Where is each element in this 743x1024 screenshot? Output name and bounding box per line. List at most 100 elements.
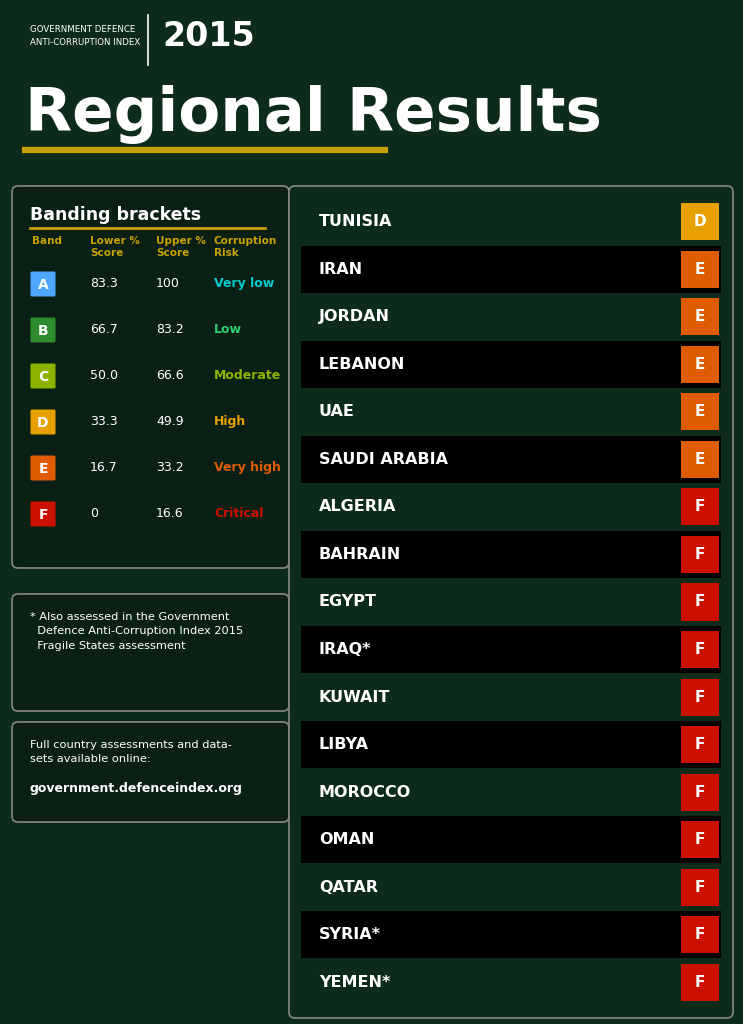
Bar	[301, 341, 721, 388]
Text: B: B	[38, 324, 48, 338]
Text: EGYPT: EGYPT	[319, 595, 377, 609]
Bar	[301, 246, 721, 293]
Text: 66.6: 66.6	[156, 369, 184, 382]
Bar	[681, 631, 719, 668]
Text: E: E	[38, 462, 48, 476]
Text: F: F	[695, 500, 705, 514]
Text: D: D	[37, 416, 49, 430]
Bar	[681, 488, 719, 525]
Text: F: F	[695, 880, 705, 895]
Text: 100: 100	[156, 278, 180, 290]
Text: ANTI-CORRUPTION INDEX: ANTI-CORRUPTION INDEX	[30, 38, 140, 47]
Text: F: F	[695, 784, 705, 800]
Bar	[301, 721, 721, 768]
Text: D: D	[694, 214, 707, 229]
Bar	[301, 435, 721, 483]
FancyBboxPatch shape	[30, 317, 56, 342]
Bar	[301, 911, 721, 958]
Text: 49.9: 49.9	[156, 415, 184, 428]
Bar	[681, 916, 719, 953]
FancyBboxPatch shape	[30, 456, 56, 480]
Text: 66.7: 66.7	[90, 323, 117, 336]
Bar	[301, 293, 721, 341]
Text: YEMEN*: YEMEN*	[319, 975, 390, 990]
Text: F: F	[38, 508, 48, 522]
FancyBboxPatch shape	[30, 502, 56, 526]
Bar	[301, 483, 721, 530]
Text: E: E	[695, 404, 705, 420]
Text: UAE: UAE	[319, 404, 355, 420]
FancyBboxPatch shape	[30, 410, 56, 434]
Text: Critical: Critical	[214, 507, 263, 520]
Text: 83.3: 83.3	[90, 278, 117, 290]
Bar	[301, 958, 721, 1006]
Text: KUWAIT: KUWAIT	[319, 689, 390, 705]
Bar	[681, 441, 719, 478]
Text: Band: Band	[32, 236, 62, 246]
Text: Very low: Very low	[214, 278, 274, 290]
Bar	[681, 584, 719, 621]
Bar	[301, 579, 721, 626]
Text: government.defenceindex.org: government.defenceindex.org	[30, 782, 243, 795]
Bar	[301, 198, 721, 246]
Bar	[681, 679, 719, 716]
Bar	[681, 773, 719, 811]
Text: IRAN: IRAN	[319, 262, 363, 276]
Bar	[301, 863, 721, 911]
Text: 50.0: 50.0	[90, 369, 118, 382]
FancyBboxPatch shape	[30, 364, 56, 388]
Text: BAHRAIN: BAHRAIN	[319, 547, 401, 562]
Text: F: F	[695, 737, 705, 752]
Text: GOVERNMENT DEFENCE: GOVERNMENT DEFENCE	[30, 25, 135, 34]
Text: Moderate: Moderate	[214, 369, 282, 382]
Text: 0: 0	[90, 507, 98, 520]
Text: SAUDI ARABIA: SAUDI ARABIA	[319, 452, 448, 467]
Bar	[681, 298, 719, 335]
Text: JORDAN: JORDAN	[319, 309, 390, 325]
Text: C: C	[38, 370, 48, 384]
Bar	[681, 536, 719, 573]
Text: LIBYA: LIBYA	[319, 737, 369, 752]
Text: QATAR: QATAR	[319, 880, 378, 895]
Bar	[301, 626, 721, 674]
Bar	[681, 251, 719, 288]
Text: E: E	[695, 356, 705, 372]
Text: 83.2: 83.2	[156, 323, 184, 336]
Text: F: F	[695, 642, 705, 657]
Text: 16.6: 16.6	[156, 507, 184, 520]
Text: Regional Results: Regional Results	[25, 85, 602, 144]
Bar	[681, 964, 719, 1000]
Text: * Also assessed in the Government
  Defence Anti-Corruption Index 2015
  Fragile: * Also assessed in the Government Defenc…	[30, 612, 243, 651]
Text: LEBANON: LEBANON	[319, 356, 406, 372]
Bar	[681, 821, 719, 858]
Bar	[301, 530, 721, 579]
Text: F: F	[695, 689, 705, 705]
Text: F: F	[695, 547, 705, 562]
Text: ALGERIA: ALGERIA	[319, 500, 396, 514]
FancyBboxPatch shape	[12, 722, 289, 822]
Bar	[681, 393, 719, 430]
FancyBboxPatch shape	[12, 594, 289, 711]
Text: Upper %
Score: Upper % Score	[156, 236, 206, 258]
Text: Very high: Very high	[214, 461, 281, 474]
Bar	[301, 388, 721, 435]
FancyBboxPatch shape	[30, 271, 56, 297]
Text: OMAN: OMAN	[319, 833, 374, 847]
Text: 16.7: 16.7	[90, 461, 117, 474]
Bar	[681, 203, 719, 241]
Bar	[681, 868, 719, 905]
Text: A: A	[38, 278, 48, 292]
Text: High: High	[214, 415, 246, 428]
Bar	[681, 726, 719, 763]
Bar	[301, 816, 721, 863]
Bar	[301, 768, 721, 816]
Text: E: E	[695, 309, 705, 325]
Bar	[681, 346, 719, 383]
Text: E: E	[695, 452, 705, 467]
Text: 33.2: 33.2	[156, 461, 184, 474]
FancyBboxPatch shape	[289, 186, 733, 1018]
FancyBboxPatch shape	[12, 186, 289, 568]
Text: Low: Low	[214, 323, 242, 336]
Text: IRAQ*: IRAQ*	[319, 642, 372, 657]
Text: Corruption
Risk: Corruption Risk	[214, 236, 277, 258]
